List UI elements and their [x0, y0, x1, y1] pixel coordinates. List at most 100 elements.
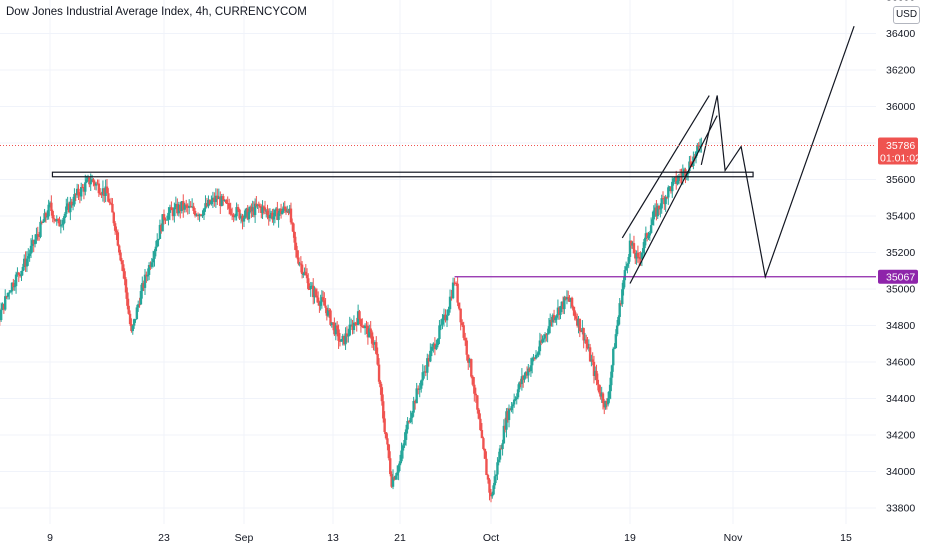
candle-body — [85, 179, 88, 183]
channel-lower-line[interactable] — [629, 115, 718, 284]
candle-body — [251, 207, 254, 212]
candle-body — [283, 206, 286, 209]
candle-body — [256, 204, 259, 207]
candle-body — [4, 296, 7, 310]
candle-body — [390, 474, 393, 487]
candle-body — [668, 186, 671, 188]
currency-button[interactable]: USD — [893, 6, 920, 24]
candle-body — [528, 368, 531, 372]
candle-body — [467, 354, 470, 363]
candle-body — [383, 418, 386, 433]
candle-body — [365, 325, 368, 327]
candle-body — [511, 404, 515, 407]
candle-body — [595, 370, 598, 380]
price-tick-label: 34600 — [886, 357, 915, 369]
candle-body — [442, 314, 446, 319]
candle-body — [104, 186, 107, 196]
candle-body — [227, 203, 231, 209]
candle-body — [596, 379, 600, 385]
candle-body — [603, 402, 606, 408]
candle-body — [208, 199, 212, 205]
candle-body — [582, 328, 585, 341]
candle-body — [43, 213, 46, 222]
candle-body — [105, 186, 109, 194]
candle-body — [207, 199, 210, 207]
candle-body — [297, 257, 300, 264]
candle-body — [454, 282, 458, 284]
resistance-zone[interactable] — [51, 171, 754, 178]
candle-body — [242, 217, 246, 222]
candle-body — [2, 303, 6, 310]
candle-body — [334, 325, 337, 335]
candle-body — [546, 333, 549, 335]
candle-body — [210, 200, 213, 205]
candle-body — [418, 388, 421, 390]
candle-body — [241, 215, 244, 222]
candle-body — [657, 205, 661, 210]
candle-body — [80, 187, 83, 197]
candle-body — [351, 324, 354, 331]
drawings[interactable] — [51, 25, 876, 284]
candle-body — [293, 231, 296, 243]
candle-body — [167, 212, 170, 220]
candle-body — [642, 248, 645, 253]
candle-body — [567, 297, 570, 299]
candle-body — [362, 326, 365, 329]
candle-body — [143, 274, 147, 288]
time-axis[interactable]: 9 23 Sep 13 21 Oct 19 Nov 15 — [47, 532, 852, 544]
candle-body — [542, 338, 545, 340]
candle-body — [244, 210, 247, 218]
candle-body — [591, 359, 594, 362]
candle-body — [219, 196, 222, 206]
candle-body — [599, 392, 602, 397]
candle-body — [31, 240, 34, 246]
candle-body — [578, 318, 582, 332]
channel-upper-line[interactable] — [621, 95, 710, 239]
candle-body — [51, 210, 54, 219]
candle-body — [468, 359, 471, 363]
candle-body — [271, 212, 274, 220]
candle-body — [532, 357, 535, 359]
candle-body — [156, 240, 159, 247]
candle-body — [577, 318, 580, 326]
candle-body — [628, 240, 632, 257]
candle-body — [109, 202, 113, 204]
candle-body — [618, 303, 621, 317]
candle-body — [128, 313, 132, 325]
candle-body — [651, 219, 654, 226]
candle-body — [502, 425, 506, 444]
candle-body — [497, 459, 500, 463]
candle-body — [525, 371, 529, 376]
candle-body — [253, 203, 257, 216]
candle-body — [135, 307, 139, 320]
candle-body — [574, 316, 578, 319]
candle-body — [78, 195, 82, 197]
price-axis[interactable]: 33800 34000 34200 34400 34600 34800 35000 35200… — [886, 0, 915, 515]
last-price-tag — [878, 137, 918, 165]
candle-body — [269, 212, 273, 215]
candle-body — [355, 322, 358, 325]
candle-body — [186, 205, 189, 208]
candle-body — [314, 289, 317, 296]
candle-body — [298, 263, 301, 265]
candle-body — [262, 206, 265, 208]
projection-path[interactable] — [700, 25, 855, 280]
candle-body — [673, 177, 677, 179]
candle-body — [564, 297, 567, 300]
candle-body — [474, 393, 478, 396]
candle-body — [435, 345, 438, 350]
candle-body — [137, 304, 140, 308]
candle-body — [396, 472, 399, 476]
candle-body — [17, 272, 20, 275]
candle-body — [88, 177, 91, 185]
candle-body — [417, 388, 420, 390]
candle-body — [420, 380, 423, 389]
candle-body — [377, 364, 381, 382]
candle-body — [506, 411, 509, 421]
candle-body — [0, 309, 3, 321]
candle-body — [139, 290, 143, 305]
candle-body — [154, 246, 158, 252]
candle-body — [573, 310, 576, 317]
last-price-value: 35786 — [886, 140, 915, 152]
